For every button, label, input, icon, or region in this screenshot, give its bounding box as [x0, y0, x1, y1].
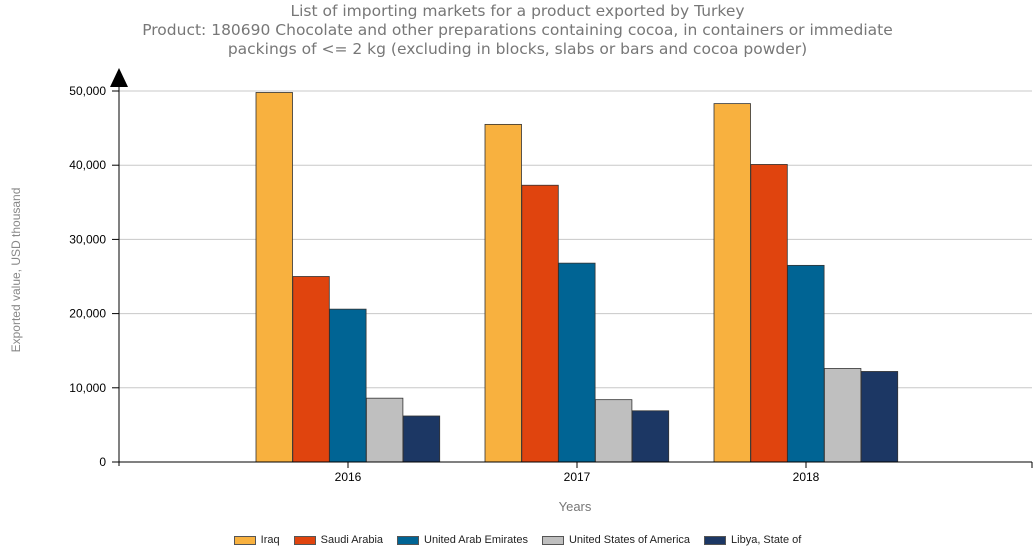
bar-united-arab-emirates-2016: [329, 308, 367, 463]
bar-chart: 0 10,000 20,000 30,000 40,000 50,000 2016 2017…: [9, 68, 1033, 514]
bar-iraq-2016: [255, 92, 293, 463]
chart-title: List of importing markets for a product …: [290, 2, 745, 20]
chart-subtitle-line-1: Product: 180690 Chocolate and other prep…: [142, 21, 893, 39]
y-tick-label: 10,000: [69, 381, 106, 395]
legend-item: Libya, State of: [704, 534, 801, 546]
legend-item: Iraq: [233, 534, 280, 546]
legend-label: Libya, State of: [731, 534, 802, 546]
y-axis-label: Exported value, USD thousand: [9, 188, 23, 353]
legend-label: Saudi Arabia: [320, 534, 384, 546]
legend-swatch: [233, 535, 256, 545]
legend-swatch: [397, 535, 420, 545]
x-tick-label: 2016: [335, 470, 362, 484]
bar-saudi-arabia-2017: [521, 184, 559, 463]
y-tick-label: 40,000: [69, 158, 106, 172]
bar-united-states-of-america-2016: [365, 397, 404, 463]
legend-label: United Arab Emirates: [424, 534, 528, 546]
x-ticks: 2016 2017 2018: [335, 462, 1033, 484]
legend-swatch: [704, 535, 727, 545]
legend-label: Iraq: [260, 534, 280, 546]
bar-saudi-arabia-2016: [292, 276, 330, 463]
legend-item: United Arab Emirates: [397, 534, 528, 546]
y-tick-label: 50,000: [69, 84, 106, 98]
x-tick-label: 2018: [793, 470, 820, 484]
y-tick-label: 0: [99, 455, 106, 469]
legend-label: United States of America: [568, 534, 691, 546]
legend-item: United States of America: [541, 534, 691, 546]
x-axis-label: Years: [559, 499, 592, 514]
chart-title-block: List of importing markets for a product …: [0, 2, 1035, 59]
x-tick-label: 2017: [564, 470, 591, 484]
y-axis-arrow: [110, 68, 128, 87]
legend-swatch: [293, 535, 316, 545]
bar-united-arab-emirates-2018: [787, 264, 825, 463]
bars: [255, 92, 899, 463]
y-tick-label: 20,000: [69, 307, 106, 321]
bar-united-states-of-america-2018: [824, 368, 862, 463]
y-ticks: 0 10,000 20,000 30,000 40,000 50,000: [69, 84, 119, 469]
bar-saudi-arabia-2018: [750, 164, 788, 463]
legend: Iraq Saudi Arabia United Arab Emirates Unit…: [0, 534, 1035, 546]
bar-libya-state-of-2018: [860, 371, 899, 463]
bar-libya-state-of-2016: [402, 415, 441, 463]
chart-subtitle-line-2: packings of <= 2 kg (excluding in blocks…: [227, 40, 808, 58]
bar-united-states-of-america-2017: [595, 399, 633, 463]
y-tick-label: 30,000: [69, 232, 106, 246]
bar-united-arab-emirates-2017: [558, 262, 596, 463]
bar-libya-state-of-2017: [631, 410, 670, 463]
axes: [110, 68, 1032, 466]
bar-iraq-2018: [713, 103, 751, 463]
legend-swatch: [541, 535, 564, 545]
legend-item: Saudi Arabia: [293, 534, 384, 546]
bar-iraq-2017: [484, 123, 522, 463]
